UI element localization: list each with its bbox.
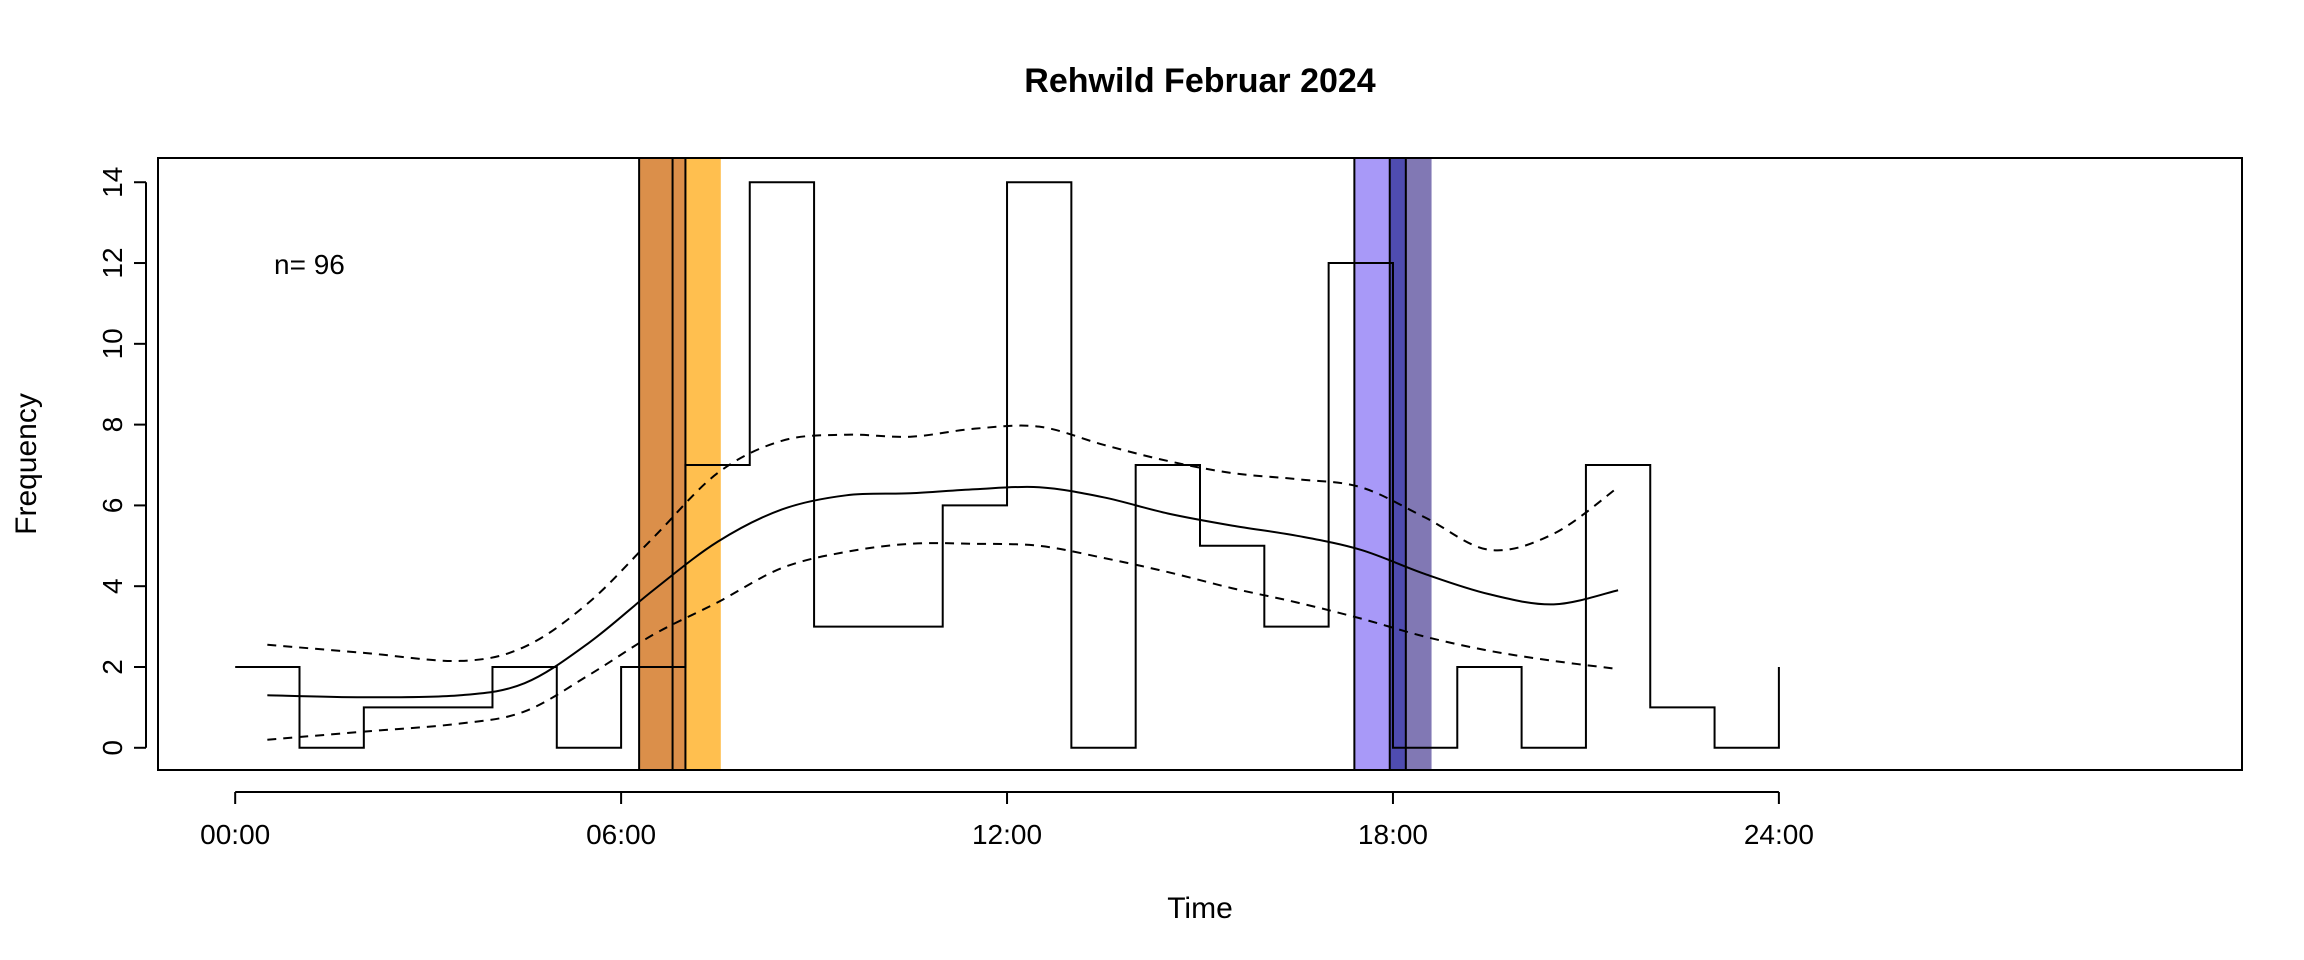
smoothed-density-line	[267, 485, 1619, 699]
twilight-band-6	[1405, 158, 1432, 770]
y-tick-label: 10	[97, 328, 128, 359]
y-tick-label: 6	[97, 498, 128, 514]
y-tick-label: 0	[97, 740, 128, 756]
y-tick-label: 14	[97, 167, 128, 198]
data-series	[235, 181, 1780, 749]
y-tick-label: 4	[97, 578, 128, 594]
y-tick-label: 2	[97, 659, 128, 675]
x-tick-label: 12:00	[972, 819, 1042, 850]
plot-frame	[157, 157, 2243, 771]
twilight-band-3	[685, 158, 721, 770]
x-axis: 00:00 06:00 12:00 18:00 24:00	[200, 791, 1814, 850]
twilight-band-4	[1354, 158, 1390, 770]
twilight-band-2	[672, 158, 686, 770]
confidence-band-line-2	[267, 424, 1619, 663]
confidence-band-line-3	[267, 542, 1619, 741]
histogram-step-line	[235, 181, 1780, 749]
x-tick-label: 00:00	[200, 819, 270, 850]
y-axis-title: Frequency	[10, 393, 43, 535]
twilight-band-1	[639, 158, 673, 770]
y-tick-label: 8	[97, 417, 128, 433]
band-boundary-lines	[638, 158, 1407, 770]
x-axis-title: Time	[1167, 892, 1233, 925]
sample-size-annotation: n= 96	[274, 249, 345, 280]
x-tick-label: 06:00	[586, 819, 656, 850]
x-tick-label: 18:00	[1358, 819, 1428, 850]
x-tick-label: 24:00	[1744, 819, 1814, 850]
y-tick-label: 12	[97, 247, 128, 278]
y-axis: 0 2 4 6 8 10 12 14	[97, 167, 147, 756]
chart-title: Rehwild Februar 2024	[1024, 62, 1376, 100]
